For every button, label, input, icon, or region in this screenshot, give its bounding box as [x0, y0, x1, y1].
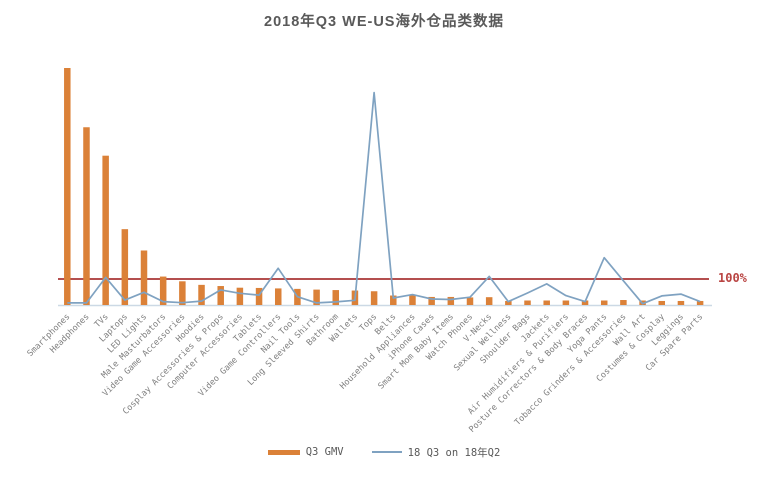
legend-label-gmv: Q3 GMV: [305, 446, 344, 458]
ratio-line: [67, 91, 701, 305]
reference-line-label: 100%: [718, 271, 747, 285]
gmv-bar: [370, 291, 378, 305]
gmv-bar: [505, 300, 512, 305]
line-series-swatch-icon: [371, 451, 402, 453]
gmv-bar: [332, 290, 340, 305]
gmv-bar: [447, 296, 455, 305]
gmv-bar: [620, 300, 627, 305]
gmv-bar: [409, 295, 416, 305]
gmv-bar: [121, 229, 129, 305]
legend-label-ratio: 18 Q3 on 18年Q2: [407, 446, 501, 459]
gmv-bar: [64, 68, 71, 305]
page-title: 2018年Q3 WE-US海外仓品类数据: [264, 14, 504, 30]
gmv-bar: [313, 289, 320, 306]
gmv-bar: [428, 296, 435, 305]
bar-series-swatch-icon: [267, 449, 300, 455]
gmv-bar: [677, 300, 685, 305]
gmv-bar: [485, 297, 493, 305]
gmv-bar: [524, 300, 531, 305]
legend-item-gmv: Q3 GMV: [267, 446, 344, 458]
gmv-bar: [390, 295, 397, 305]
gmv-bar: [255, 287, 263, 305]
gmv-bar: [102, 155, 109, 305]
gmv-bar: [274, 288, 282, 305]
gmv-bar: [658, 300, 666, 305]
legend-item-ratio: 18 Q3 on 18年Q2: [371, 445, 501, 460]
gmv-bar: [179, 281, 186, 305]
gmv-bar: [236, 287, 244, 305]
gmv-bar: [696, 300, 704, 305]
gmv-bar: [140, 250, 148, 305]
gmv-bar: [83, 127, 90, 305]
legend: Q3 GMV 18 Q3 on 18年Q2: [0, 444, 768, 460]
gmv-bar: [198, 284, 205, 305]
gmv-bar: [562, 300, 570, 305]
gmv-bar: [600, 300, 608, 305]
gmv-bar: [159, 276, 167, 305]
gmv-bar: [543, 300, 550, 305]
gmv-bar: [581, 300, 589, 305]
gmv-bar: [217, 286, 224, 305]
gmv-bar: [466, 297, 474, 305]
